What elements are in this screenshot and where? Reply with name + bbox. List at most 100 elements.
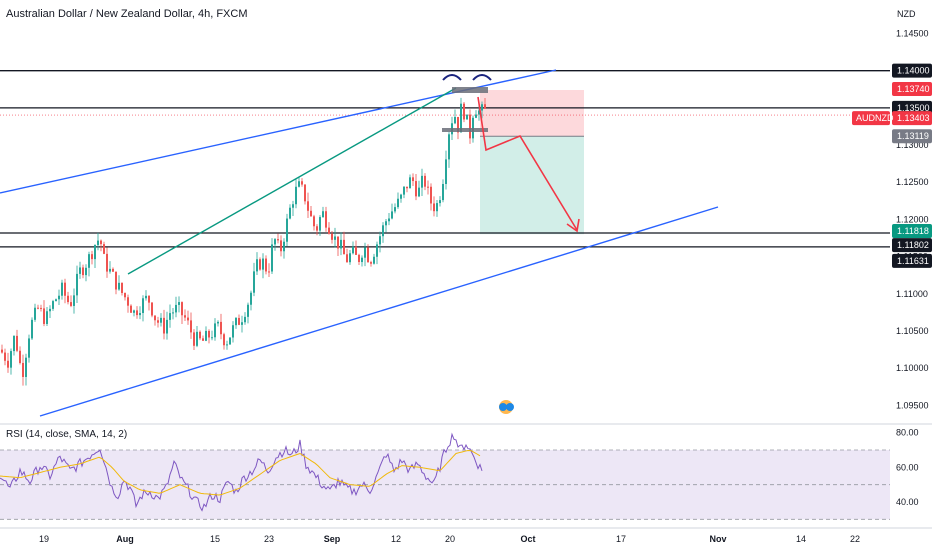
candle-body	[337, 236, 339, 249]
candle-body	[190, 320, 192, 333]
candle-body	[172, 312, 174, 314]
candle-body	[397, 198, 399, 208]
candle-body	[91, 254, 93, 260]
candle-body	[424, 175, 426, 187]
candle-body	[373, 256, 375, 264]
candle-body	[46, 311, 48, 324]
candle-body	[214, 323, 216, 338]
rsi-tick-label: 60.00	[896, 462, 919, 472]
price-badge: 1.14000	[892, 63, 932, 78]
candle-body	[382, 225, 384, 237]
candle-body	[475, 114, 477, 118]
candle-body	[325, 211, 327, 228]
resistance-box[interactable]	[452, 87, 488, 93]
candle-body	[19, 350, 21, 363]
candle-body	[439, 200, 441, 204]
candle-body	[235, 317, 237, 326]
trend-line[interactable]	[127, 87, 457, 275]
candle-body	[427, 186, 429, 188]
candle-body	[121, 282, 123, 293]
candle-body	[223, 334, 225, 346]
candle-body	[277, 239, 279, 241]
candle-body	[226, 344, 228, 346]
time-tick-label: 15	[210, 534, 220, 544]
candle-body	[70, 302, 72, 306]
candle-body	[406, 186, 408, 189]
candle-body	[481, 104, 483, 111]
candle-body	[133, 310, 135, 313]
symbol-tag-bg	[852, 111, 890, 126]
time-tick-label: Nov	[709, 534, 726, 544]
candle-body	[412, 177, 414, 182]
price-badge-bg	[892, 129, 932, 144]
candle-body	[328, 227, 330, 234]
time-tick-label: 20	[445, 534, 455, 544]
take-profit-zone[interactable]	[480, 136, 584, 235]
candle-body	[295, 186, 297, 205]
candle-body	[157, 320, 159, 323]
candle-body	[364, 247, 366, 258]
candle-body	[88, 254, 90, 268]
candle-body	[307, 201, 309, 211]
candle-body	[370, 262, 372, 264]
candle-body	[436, 203, 438, 212]
candle-body	[361, 257, 363, 263]
neckline-box[interactable]	[442, 128, 488, 132]
horizontal-levels	[0, 70, 890, 248]
candle-body	[217, 321, 219, 324]
candle-body	[154, 315, 156, 321]
candle-body	[400, 194, 402, 199]
rsi-line	[0, 432, 483, 512]
candle-body	[415, 181, 417, 197]
candle-body	[463, 103, 465, 120]
candle-body	[310, 210, 312, 217]
candle-body	[280, 240, 282, 252]
candle-body	[292, 204, 294, 208]
time-tick-label: 23	[264, 534, 274, 544]
price-badge-bg	[892, 238, 932, 253]
price-badge-label: 1.13740	[897, 84, 930, 94]
price-tick-label: 1.10000	[896, 363, 929, 373]
candle-body	[16, 335, 18, 351]
time-tick-label: 14	[796, 534, 806, 544]
rsi-panel: 80.00 60.00 40.00	[0, 423, 932, 520]
candle-body	[175, 304, 177, 313]
arrow-head	[566, 218, 580, 233]
candle-body	[34, 307, 36, 320]
candle-body	[244, 316, 246, 323]
projection-arrow[interactable]	[477, 96, 578, 231]
candle-body	[202, 338, 204, 341]
candle-body	[139, 313, 141, 316]
candle-body	[79, 267, 81, 274]
rsi-tick-label: 40.00	[896, 497, 919, 507]
channel-lower-line[interactable]	[39, 206, 719, 417]
candle-body	[247, 304, 249, 317]
candle-body	[199, 331, 201, 339]
price-badge: 1.11631	[892, 253, 932, 268]
price-badge-bg	[892, 82, 932, 97]
candle-body	[115, 271, 117, 290]
candle-body	[40, 307, 42, 309]
candle-body	[4, 352, 6, 361]
candle-body	[262, 258, 264, 270]
candle-body	[409, 177, 411, 189]
candle-body	[466, 114, 468, 120]
price-tick-label: 1.09500	[896, 400, 929, 410]
candle-body	[286, 218, 288, 242]
candle-body	[319, 217, 321, 231]
candle-body	[283, 241, 285, 252]
candle-body	[67, 295, 69, 303]
stop-loss-zone[interactable]	[480, 90, 584, 137]
candle-body	[229, 337, 231, 345]
candle-body	[349, 253, 351, 263]
candle-body	[61, 282, 63, 296]
candle-body	[130, 305, 132, 313]
candle-body	[484, 104, 486, 109]
candle-body	[316, 226, 318, 231]
candle-body	[442, 183, 444, 201]
candle-body	[55, 299, 57, 302]
price-badge-label: 1.13403	[897, 113, 930, 123]
candle-body	[448, 134, 450, 160]
price-tick-label: 1.14500	[896, 28, 929, 38]
